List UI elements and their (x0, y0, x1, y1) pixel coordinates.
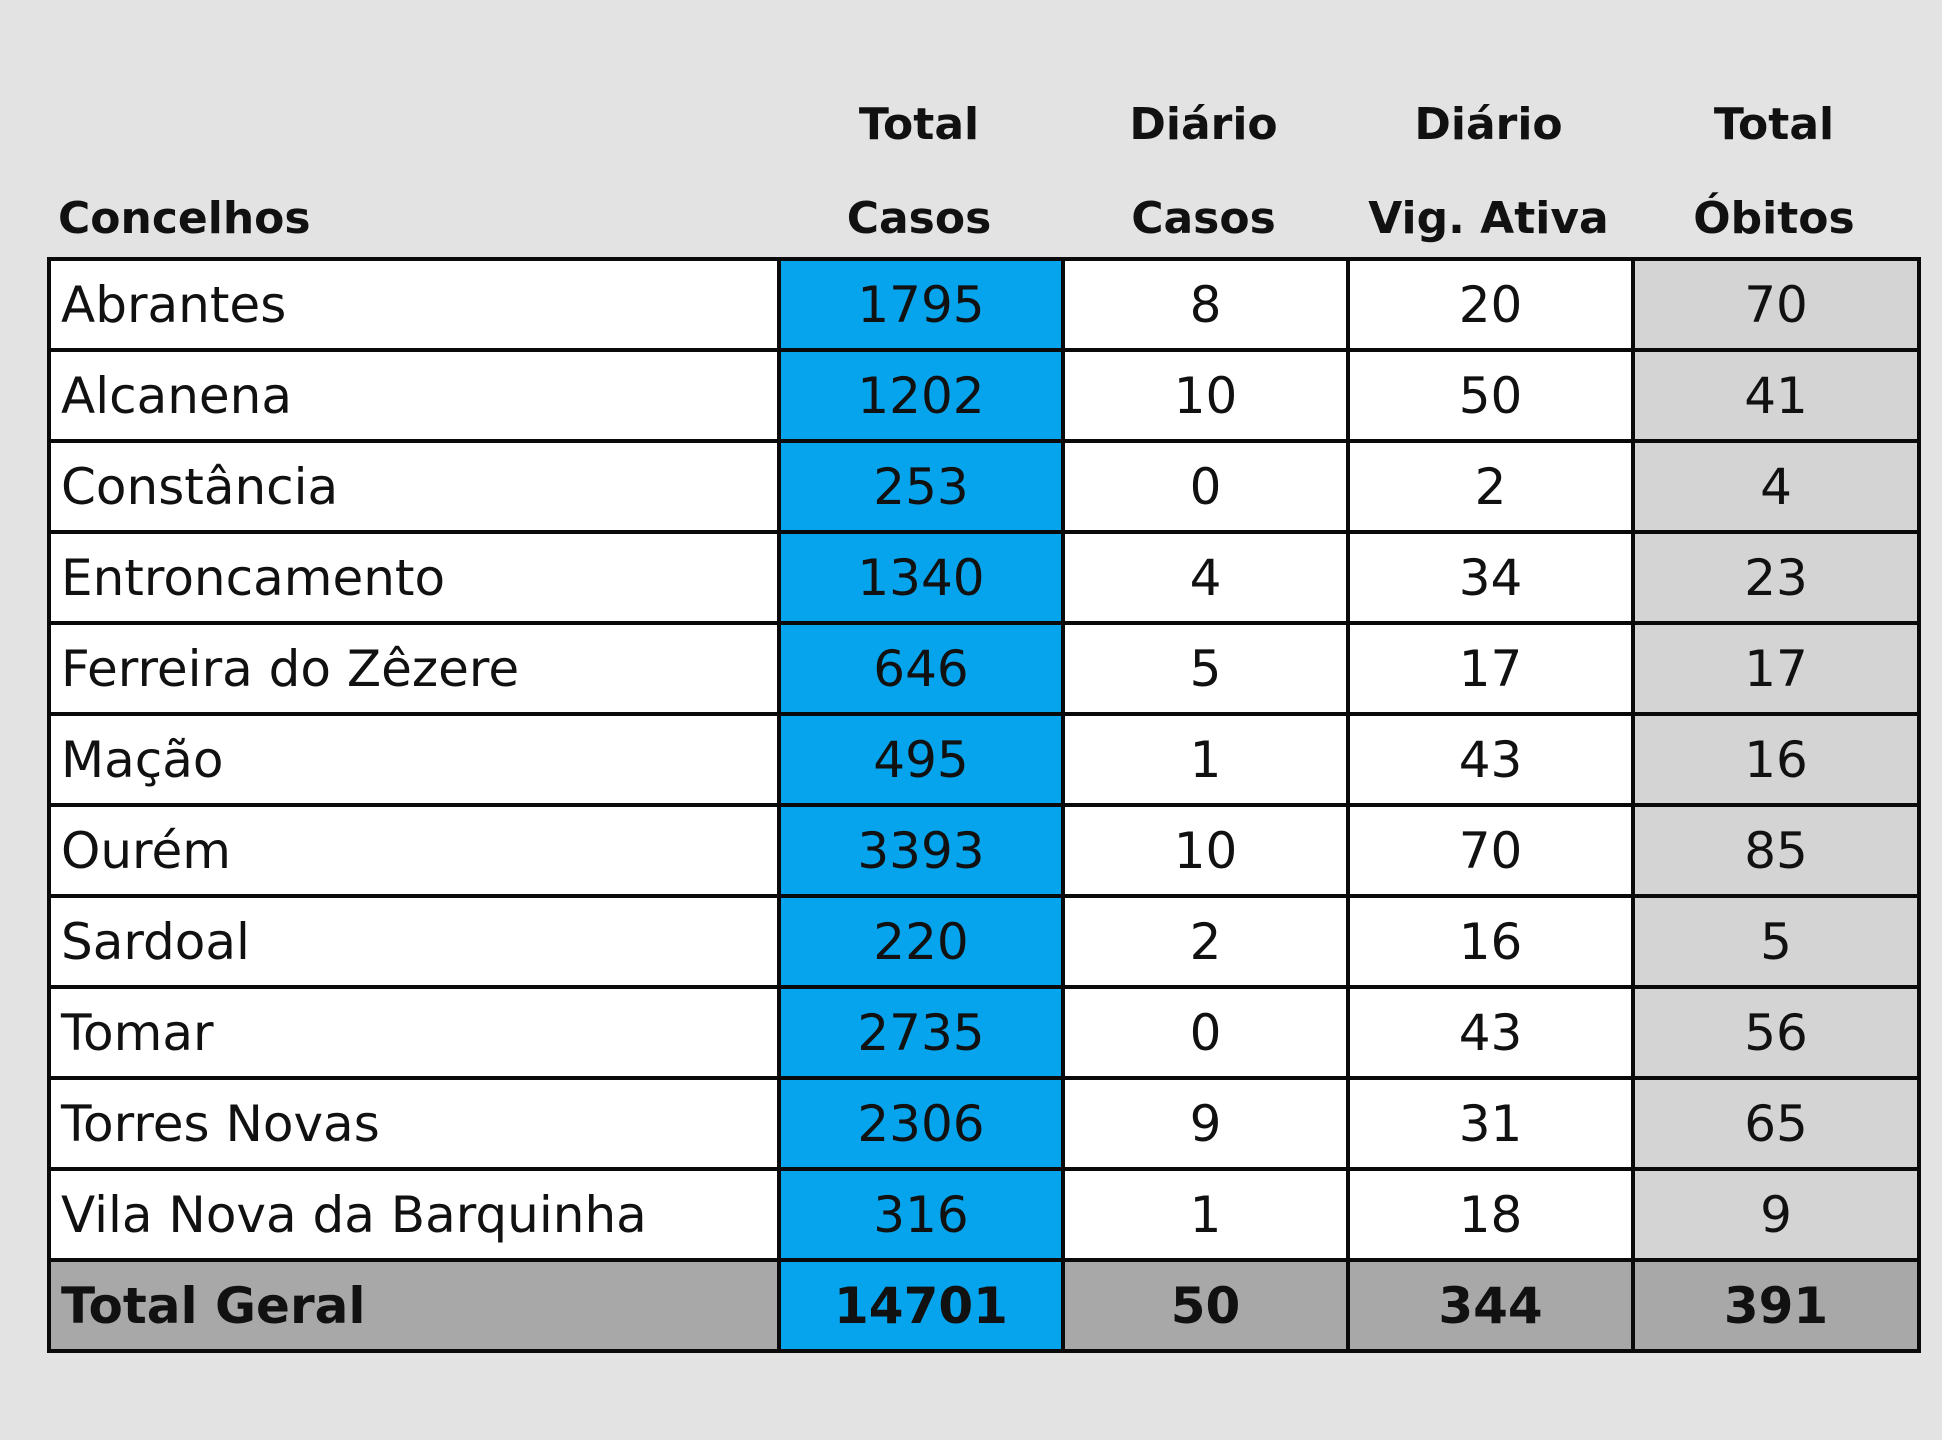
cell-total-obitos: 65 (1631, 1076, 1921, 1171)
cell-total-casos: 253 (777, 439, 1065, 534)
cell-concelho: Entroncamento (47, 530, 781, 625)
cell-diario-vig: 20 (1346, 257, 1635, 352)
cell-total-casos-sum: 14701 (777, 1258, 1065, 1353)
cell-diario-vig: 43 (1346, 712, 1635, 807)
header-total-casos-line1: Total (858, 99, 980, 150)
cell-diario-vig: 70 (1346, 803, 1635, 898)
cell-diario-casos: 1 (1061, 712, 1350, 807)
cell-total-obitos: 5 (1631, 894, 1921, 989)
concelhos-table: Abrantes 1795 8 20 70 Alcanena 1202 10 5… (47, 257, 1921, 1353)
cell-total-obitos: 17 (1631, 621, 1921, 716)
cell-total-casos: 1202 (777, 348, 1065, 443)
cell-total-obitos: 56 (1631, 985, 1921, 1080)
header-total-casos-line2: Casos (846, 193, 992, 244)
cell-total-casos: 495 (777, 712, 1065, 807)
cell-total-obitos: 23 (1631, 530, 1921, 625)
cell-diario-vig: 2 (1346, 439, 1635, 534)
cell-diario-casos: 9 (1061, 1076, 1350, 1171)
header-total-obitos-line2: Óbitos (1693, 193, 1855, 244)
cell-concelho: Ferreira do Zêzere (47, 621, 781, 716)
cell-total-obitos: 16 (1631, 712, 1921, 807)
total-row: Total Geral 14701 50 344 391 (47, 1258, 1921, 1353)
cell-total-casos: 1340 (777, 530, 1065, 625)
cell-total-obitos: 70 (1631, 257, 1921, 352)
table-row: Ourém 3393 10 70 85 (47, 803, 1921, 898)
cell-concelho: Mação (47, 712, 781, 807)
table-row: Sardoal 220 2 16 5 (47, 894, 1921, 989)
cell-diario-casos: 8 (1061, 257, 1350, 352)
header-diario-casos-line1: Diário (1129, 99, 1278, 150)
header-diario-casos-line2: Casos (1131, 193, 1276, 244)
cell-total-casos: 220 (777, 894, 1065, 989)
cell-concelho: Torres Novas (47, 1076, 781, 1171)
cell-diario-vig: 43 (1346, 985, 1635, 1080)
cell-diario-casos: 2 (1061, 894, 1350, 989)
table-row: Abrantes 1795 8 20 70 (47, 257, 1921, 352)
table-row: Ferreira do Zêzere 646 5 17 17 (47, 621, 1921, 716)
cell-concelho: Alcanena (47, 348, 781, 443)
cell-total-obitos: 4 (1631, 439, 1921, 534)
cell-diario-vig-sum: 344 (1346, 1258, 1635, 1353)
cell-diario-vig: 16 (1346, 894, 1635, 989)
header-concelhos: Concelhos (58, 193, 311, 244)
cell-diario-casos: 10 (1061, 348, 1350, 443)
cell-total-obitos: 85 (1631, 803, 1921, 898)
table-row: Tomar 2735 0 43 56 (47, 985, 1921, 1080)
cell-concelho: Abrantes (47, 257, 781, 352)
cell-total-label: Total Geral (47, 1258, 781, 1353)
header-total-obitos-line1: Total (1713, 99, 1835, 150)
cell-total-casos: 1795 (777, 257, 1065, 352)
table-row: Constância 253 0 2 4 (47, 439, 1921, 534)
cell-total-obitos: 9 (1631, 1167, 1921, 1262)
cell-total-casos: 2306 (777, 1076, 1065, 1171)
cell-concelho: Constância (47, 439, 781, 534)
table-row: Mação 495 1 43 16 (47, 712, 1921, 807)
table-row: Alcanena 1202 10 50 41 (47, 348, 1921, 443)
cell-total-obitos-sum: 391 (1631, 1258, 1921, 1353)
cell-diario-casos: 4 (1061, 530, 1350, 625)
cell-concelho: Vila Nova da Barquinha (47, 1167, 781, 1262)
cell-diario-vig: 50 (1346, 348, 1635, 443)
table-row: Vila Nova da Barquinha 316 1 18 9 (47, 1167, 1921, 1262)
cell-diario-casos: 1 (1061, 1167, 1350, 1262)
table-row: Torres Novas 2306 9 31 65 (47, 1076, 1921, 1171)
cell-diario-casos-sum: 50 (1061, 1258, 1350, 1353)
cell-total-casos: 3393 (777, 803, 1065, 898)
header-diario-vig-line2: Vig. Ativa (1368, 193, 1609, 244)
cell-concelho: Sardoal (47, 894, 781, 989)
cell-diario-vig: 31 (1346, 1076, 1635, 1171)
header-diario-vig-line1: Diário (1414, 99, 1563, 150)
cell-total-casos: 2735 (777, 985, 1065, 1080)
table-row: Entroncamento 1340 4 34 23 (47, 530, 1921, 625)
cell-diario-casos: 0 (1061, 439, 1350, 534)
cell-diario-casos: 0 (1061, 985, 1350, 1080)
cell-diario-vig: 17 (1346, 621, 1635, 716)
cell-concelho: Ourém (47, 803, 781, 898)
cell-diario-vig: 18 (1346, 1167, 1635, 1262)
cell-diario-casos: 5 (1061, 621, 1350, 716)
cell-total-obitos: 41 (1631, 348, 1921, 443)
cell-diario-casos: 10 (1061, 803, 1350, 898)
cell-diario-vig: 34 (1346, 530, 1635, 625)
cell-total-casos: 646 (777, 621, 1065, 716)
cell-concelho: Tomar (47, 985, 781, 1080)
cell-total-casos: 316 (777, 1167, 1065, 1262)
